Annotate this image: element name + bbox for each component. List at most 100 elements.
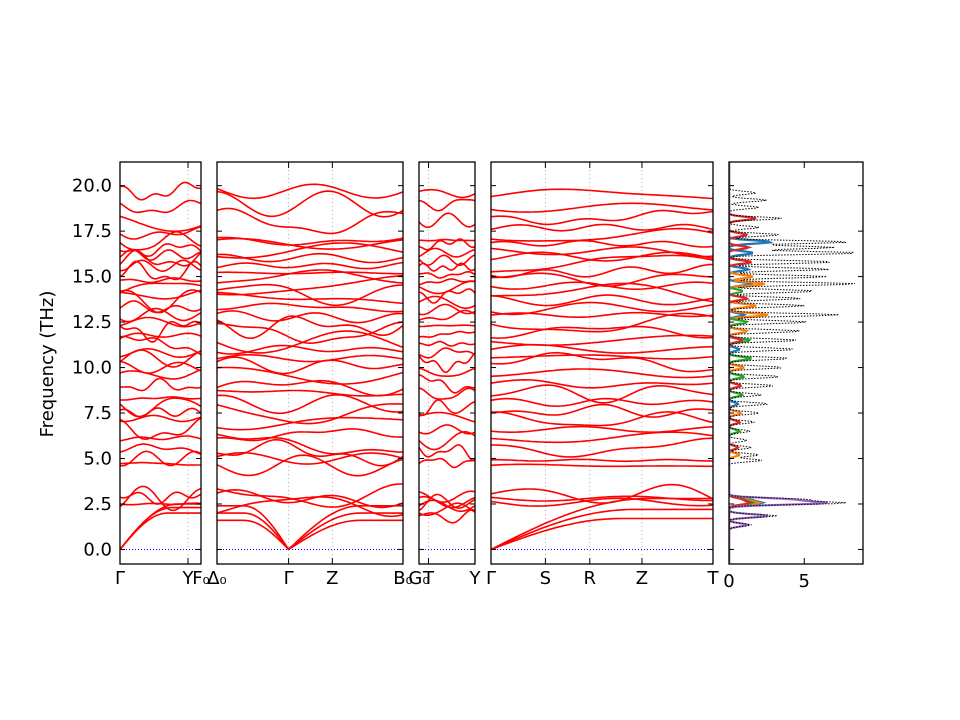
band-optic (419, 374, 475, 394)
band-optic (120, 397, 201, 418)
band-optic (419, 387, 475, 400)
y-tick-label: 10.0 (72, 358, 112, 379)
band-optic (217, 310, 403, 324)
band-optic (419, 271, 475, 279)
band-optic (217, 274, 403, 296)
band-optic (419, 278, 475, 286)
band-optic (217, 271, 403, 275)
band-optic (491, 351, 713, 373)
band-optic (491, 325, 713, 339)
band-optic (120, 226, 201, 240)
band-optic (419, 347, 475, 359)
y-tick-label: 17.5 (72, 221, 112, 242)
band-optic (217, 330, 403, 354)
band-optic (217, 496, 403, 518)
band-optic (491, 246, 713, 258)
band-optic (120, 289, 201, 314)
band-optic (419, 280, 475, 295)
band-optic (217, 207, 403, 235)
band-optic (217, 483, 403, 508)
band-optic (217, 438, 403, 467)
band-optic (120, 360, 201, 374)
band-optic (491, 437, 713, 458)
band-optic (491, 301, 713, 316)
band-optic (491, 458, 713, 463)
band-optic (120, 396, 201, 401)
x-tick-label: S (540, 568, 551, 589)
y-axis: 0.0 2.5 5.0 7.5 10.0 12.5 15.0 17.5 20.0 (72, 176, 112, 561)
band-lines (491, 188, 713, 551)
band-lines (217, 183, 403, 551)
band-optic (491, 411, 713, 427)
panel-frame (119, 161, 202, 565)
band-optic (217, 242, 403, 259)
band-optic (120, 450, 201, 467)
band-optic (491, 497, 713, 507)
band-optic (120, 260, 201, 281)
band-optic (419, 238, 475, 242)
x-tick-label: T (707, 568, 720, 589)
band-optic (217, 416, 403, 431)
band-optic (491, 463, 713, 468)
x-tick-label: Y (469, 568, 482, 589)
band-optic (419, 352, 475, 373)
band-optic (120, 320, 201, 343)
band-optic (217, 428, 403, 442)
band-optic (491, 368, 713, 379)
band-acoustic (491, 517, 713, 551)
band-optic (491, 188, 713, 200)
band-optic (217, 393, 403, 415)
band-optic (419, 198, 475, 212)
band-lines (120, 181, 201, 550)
band-optic (419, 324, 475, 328)
band-optic (217, 261, 403, 270)
x-tick-label: R (584, 568, 597, 589)
band-optic (419, 330, 475, 338)
y-tick-label: 0.0 (83, 539, 112, 560)
band-optic (120, 485, 201, 512)
band-panel: G₀T Y (408, 161, 482, 589)
x-tick-label: Z (636, 568, 648, 589)
y-tick-label: 20.0 (72, 176, 112, 197)
x-tick-label: 0 (723, 571, 734, 592)
band-optic (120, 282, 201, 294)
y-tick-label: 7.5 (83, 403, 112, 424)
x-tick-label: Δ₀ (207, 568, 227, 589)
band-optic (491, 209, 713, 226)
band-optic (120, 259, 201, 272)
band-optic (491, 227, 713, 242)
band-optic (120, 417, 201, 441)
band-optic (120, 289, 201, 300)
band-optic (491, 263, 713, 279)
x-tick-label: T (422, 568, 435, 589)
band-optic (491, 272, 713, 287)
band-optic (217, 354, 403, 363)
band-optic (491, 294, 713, 307)
band-optic (217, 183, 403, 200)
band-optic (120, 335, 201, 356)
x-tick-label: Z (326, 568, 338, 589)
band-optic (217, 344, 403, 355)
dos-curves (729, 162, 855, 564)
band-optic (491, 239, 713, 248)
band-acoustic (217, 519, 403, 551)
band-optic (491, 403, 713, 418)
band-optic (419, 493, 475, 512)
band-optic (419, 431, 475, 451)
band-optic (120, 369, 201, 380)
band-optic (217, 252, 403, 264)
panel-frame (216, 161, 404, 565)
band-optic (217, 433, 403, 455)
panel-frame (490, 161, 714, 565)
band-optic (491, 312, 713, 333)
band-optic (120, 199, 201, 214)
band-optic (491, 334, 713, 346)
band-optic (419, 212, 475, 229)
dos-frame (728, 161, 864, 565)
band-optic (419, 254, 475, 266)
band-optic (120, 435, 201, 442)
band-optic (217, 283, 403, 307)
band-optic (491, 254, 713, 273)
band-optic (217, 454, 403, 477)
